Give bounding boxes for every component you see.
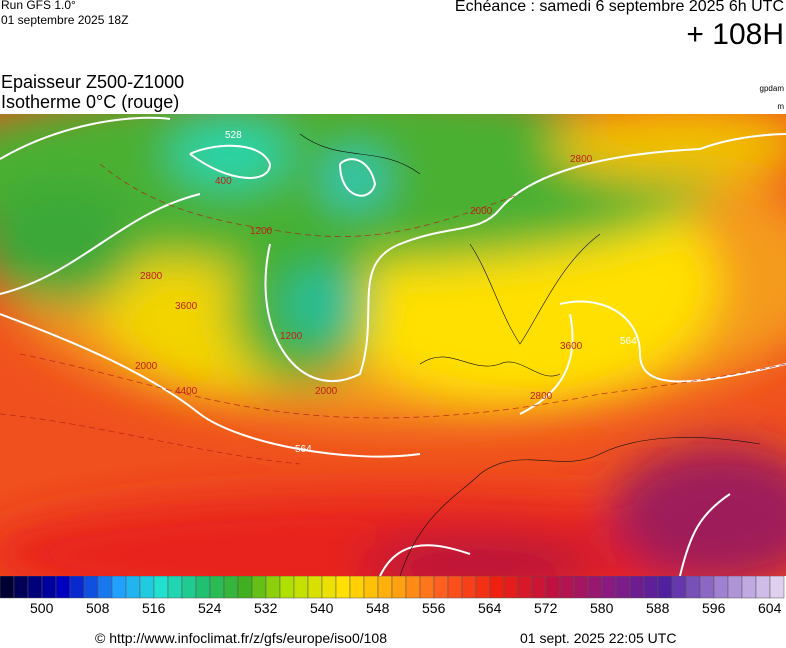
colorbar-tick-label: 564: [478, 600, 502, 616]
lead-time: + 108H: [686, 18, 784, 51]
color-swatch: [97, 576, 113, 599]
legend-subtitle: Isotherme 0°C (rouge): [1, 92, 180, 112]
color-swatch: [685, 576, 701, 599]
color-swatch: [27, 576, 43, 599]
colorbar-tick-label: 580: [590, 600, 614, 616]
color-swatch: [0, 576, 15, 599]
color-swatch: [769, 576, 785, 599]
color-swatch: [559, 576, 575, 599]
colorbar-tick-label: 508: [86, 600, 110, 616]
color-swatch: [741, 576, 757, 599]
colorbar-labels: 500 508 516 524 532 540 548 556 564 572 580 588 596 6…: [0, 600, 786, 620]
color-swatch: [475, 576, 491, 599]
color-swatch: [377, 576, 393, 599]
map: 528 400 1200 2000 2800 3600 4400 564 1200 2000 280…: [0, 114, 786, 576]
source-link[interactable]: © http://www.infoclimat.fr/z/gfs/europe/…: [95, 630, 388, 646]
color-swatch: [615, 576, 631, 599]
color-swatch: [657, 576, 673, 599]
contour-label: 2000: [135, 361, 158, 372]
color-swatch: [727, 576, 743, 599]
legend-title: Epaisseur Z500-Z1000: [1, 72, 185, 92]
contour-label: 2000: [315, 386, 338, 397]
contour-label: 564: [295, 444, 312, 455]
colorbar: [0, 576, 785, 599]
color-swatch: [363, 576, 379, 599]
color-swatch: [125, 576, 141, 599]
contour-label: 564: [620, 336, 637, 347]
color-swatch: [209, 576, 225, 599]
colorbar-tick-label: 540: [310, 600, 334, 616]
color-swatch: [629, 576, 645, 599]
color-swatch: [713, 576, 729, 599]
color-swatch: [251, 576, 267, 599]
color-swatch: [111, 576, 127, 599]
colorbar-tick-label: 604: [758, 600, 782, 616]
color-swatch: [419, 576, 435, 599]
color-swatch: [489, 576, 505, 599]
color-swatch: [503, 576, 519, 599]
contour-label: 528: [225, 130, 242, 141]
color-swatch: [461, 576, 477, 599]
color-swatch: [349, 576, 365, 599]
color-swatch: [405, 576, 421, 599]
color-swatch: [265, 576, 281, 599]
color-swatch: [335, 576, 351, 599]
contour-label: 4400: [175, 386, 198, 397]
color-swatch: [321, 576, 337, 599]
color-swatch: [601, 576, 617, 599]
contour-label: 3600: [560, 341, 583, 352]
color-swatch: [587, 576, 603, 599]
generated-time: 01 sept. 2025 22:05 UTC: [520, 630, 677, 646]
color-swatch: [55, 576, 71, 599]
color-swatch: [293, 576, 309, 599]
contour-label: 2000: [470, 206, 493, 217]
contour-label: 1200: [280, 331, 303, 342]
color-swatch: [41, 576, 57, 599]
color-swatch: [433, 576, 449, 599]
color-swatch: [181, 576, 197, 599]
color-swatch: [307, 576, 323, 599]
contour-label: 2800: [530, 391, 553, 402]
colorbar-tick-label: 596: [702, 600, 726, 616]
contour-label: 3600: [175, 301, 198, 312]
color-swatch: [83, 576, 99, 599]
colorbar-tick-label: 588: [646, 600, 670, 616]
color-swatch: [643, 576, 659, 599]
color-swatch: [69, 576, 85, 599]
color-swatch: [13, 576, 29, 599]
contour-label: 400: [215, 176, 232, 187]
run-label: Run GFS 1.0°: [1, 0, 76, 12]
color-swatch: [167, 576, 183, 599]
unit-label: m: [777, 102, 784, 111]
color-swatch: [671, 576, 687, 599]
color-swatch: [139, 576, 155, 599]
colorbar-tick-label: 524: [198, 600, 222, 616]
color-swatch: [517, 576, 533, 599]
color-swatch: [531, 576, 547, 599]
color-swatch: [699, 576, 715, 599]
color-swatch: [447, 576, 463, 599]
color-swatch: [279, 576, 295, 599]
color-swatch: [223, 576, 239, 599]
color-swatch: [755, 576, 771, 599]
contour-label: 2800: [140, 271, 163, 282]
color-swatch: [391, 576, 407, 599]
colorbar-tick-label: 516: [142, 600, 166, 616]
color-swatch: [195, 576, 211, 599]
run-date: 01 septembre 2025 18Z: [1, 13, 129, 27]
color-swatch: [153, 576, 169, 599]
valid-time: Echéance : samedi 6 septembre 2025 6h UT…: [454, 0, 784, 15]
colorbar-tick-label: 532: [254, 600, 278, 616]
color-swatch: [573, 576, 589, 599]
colorbar-tick-label: 556: [422, 600, 446, 616]
unit-label: gpdam: [759, 84, 784, 93]
colorbar-tick-label: 572: [534, 600, 558, 616]
color-swatch: [545, 576, 561, 599]
color-swatch: [237, 576, 253, 599]
contour-label: 2800: [570, 154, 593, 165]
colorbar-tick-label: 548: [366, 600, 390, 616]
contour-label: 1200: [250, 226, 273, 237]
colorbar-tick-label: 500: [30, 600, 54, 616]
